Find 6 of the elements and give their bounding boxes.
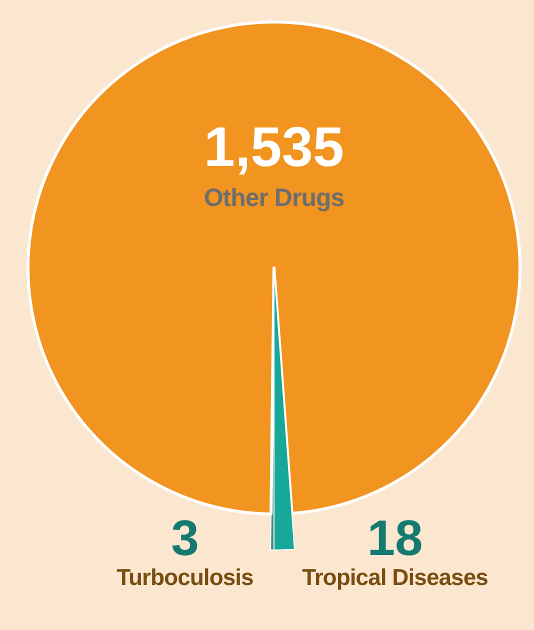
data-label: 1,535 [204,115,344,178]
data-label: 3 [171,510,199,566]
slice-label: Tropical Diseases [302,564,488,590]
data-label: 18 [367,510,423,566]
slice-label: Turboculosis [116,564,254,590]
slice-label: Other Drugs [204,184,344,212]
